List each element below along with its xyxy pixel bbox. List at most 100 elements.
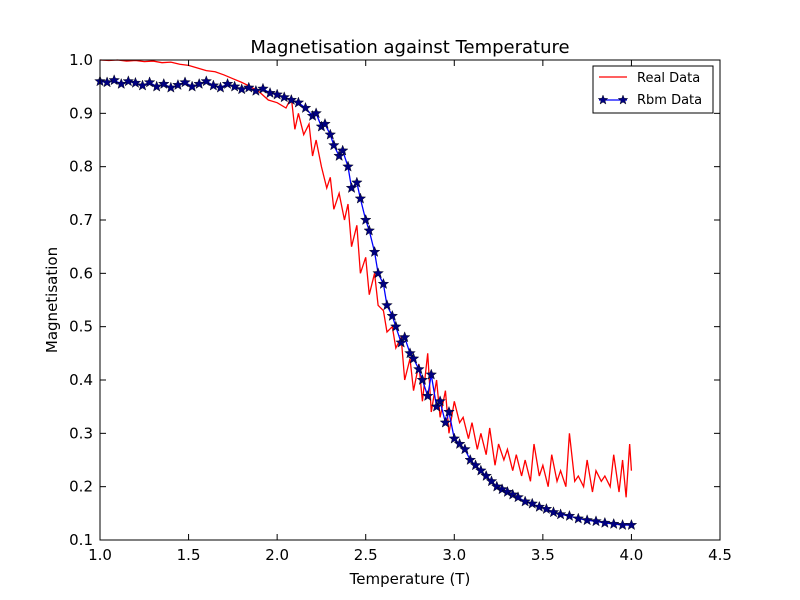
rbm-data-point bbox=[271, 88, 283, 100]
x-tick-label: 1.5 bbox=[177, 546, 201, 564]
legend-real-label: Real Data bbox=[637, 71, 700, 86]
rbm-data-point bbox=[459, 443, 471, 455]
rbm-data-point bbox=[526, 497, 539, 509]
rbm-data-point bbox=[310, 107, 322, 119]
rbm-data-point bbox=[278, 91, 291, 103]
rbm-data-point bbox=[228, 80, 241, 92]
x-tick-label: 3.0 bbox=[442, 546, 466, 564]
x-axis-label: Temperature (T) bbox=[349, 570, 471, 588]
rbm-data-point bbox=[108, 74, 120, 86]
plot-area bbox=[94, 59, 638, 530]
rbm-data-point bbox=[319, 117, 331, 129]
legend: Real Data Rbm Data bbox=[592, 65, 714, 114]
rbm-data-point bbox=[122, 75, 135, 87]
rbm-data-point bbox=[264, 86, 276, 98]
rbm-data-point bbox=[299, 101, 312, 113]
legend-star-marker bbox=[597, 94, 609, 105]
x-tick-label: 4.0 bbox=[619, 546, 643, 564]
rbm-data-point bbox=[607, 517, 620, 529]
rbm-data-point bbox=[434, 395, 446, 407]
rbm-data-point bbox=[425, 368, 438, 380]
rbm-data-point bbox=[506, 488, 519, 500]
rbm-data-point bbox=[386, 309, 399, 321]
legend-box bbox=[592, 65, 714, 114]
rbm-data-point bbox=[372, 267, 384, 279]
rbm-data-point bbox=[453, 437, 466, 449]
rbm-data-point bbox=[590, 515, 602, 527]
rbm-data-point bbox=[285, 93, 298, 105]
rbm-data-point bbox=[221, 77, 234, 89]
rbm-data-point bbox=[480, 469, 492, 481]
rbm-data-point bbox=[345, 181, 358, 193]
rbm-data-point bbox=[333, 149, 345, 161]
rbm-data-point bbox=[143, 76, 156, 88]
rbm-data-point bbox=[243, 81, 255, 93]
rbm-data-point bbox=[475, 464, 487, 476]
rbm-data-point bbox=[443, 405, 455, 417]
series-line-real-data bbox=[99, 59, 633, 498]
y-tick-label: 0.9 bbox=[69, 104, 93, 122]
rbm-data-point bbox=[501, 485, 514, 497]
rbm-data-point bbox=[398, 331, 411, 343]
rbm-data-point bbox=[416, 373, 429, 385]
rbm-data-point bbox=[207, 79, 220, 91]
rbm-data-point bbox=[336, 144, 349, 156]
rbm-data-point bbox=[328, 139, 340, 151]
y-tick-label: 0.8 bbox=[69, 158, 93, 176]
rbm-data-point bbox=[491, 480, 503, 492]
legend-star-marker bbox=[617, 94, 629, 105]
rbm-data-point bbox=[172, 78, 184, 90]
rbm-data-point bbox=[469, 459, 482, 471]
rbm-data-point bbox=[377, 277, 390, 289]
rbm-data-point bbox=[572, 512, 585, 524]
rbm-data-point bbox=[115, 77, 128, 89]
rbm-data-point bbox=[101, 76, 113, 88]
rbm-data-point bbox=[136, 79, 149, 91]
rbm-data-point bbox=[407, 352, 420, 364]
rbm-data-point bbox=[129, 76, 142, 88]
rbm-data-point bbox=[193, 77, 205, 89]
y-tick-label: 0.4 bbox=[69, 371, 93, 389]
y-tick-label: 0.5 bbox=[69, 318, 93, 336]
rbm-data-point bbox=[485, 475, 498, 487]
rbm-data-point bbox=[581, 514, 593, 526]
rbm-data-point bbox=[448, 432, 461, 444]
rbm-data-point bbox=[547, 506, 560, 518]
rbm-data-point bbox=[214, 81, 227, 93]
plot-frame bbox=[99, 59, 721, 541]
y-axis: 0.1 0.2 0.3 0.4 0.5 0.6 0.7 0.8 0.9 1.0 bbox=[69, 51, 720, 549]
rbm-data-point bbox=[165, 81, 177, 93]
y-tick-label: 0.7 bbox=[69, 211, 93, 229]
rbm-data-point bbox=[157, 77, 170, 89]
legend-rbm-label: Rbm Data bbox=[637, 93, 702, 108]
rbm-data-point bbox=[381, 299, 393, 311]
rbm-data-point bbox=[421, 389, 434, 401]
rbm-data-point bbox=[533, 500, 546, 512]
rbm-data-point bbox=[439, 416, 452, 428]
rbm-data-point bbox=[179, 76, 191, 88]
rbm-data-point bbox=[464, 453, 477, 465]
rbm-data-point bbox=[430, 400, 443, 412]
y-axis-label: Magnetisation bbox=[43, 247, 61, 353]
x-tick-label: 4.5 bbox=[708, 546, 732, 564]
rbm-data-point bbox=[250, 84, 262, 96]
rbm-data-point bbox=[625, 518, 638, 530]
y-tick-label: 1.0 bbox=[69, 51, 93, 69]
rbm-data-point bbox=[150, 80, 163, 92]
rbm-data-point bbox=[200, 75, 213, 87]
rbm-data-point bbox=[512, 491, 524, 503]
rbm-data-point bbox=[519, 495, 531, 507]
rbm-data-point bbox=[324, 128, 337, 140]
rbm-data-point bbox=[599, 516, 611, 528]
y-tick-label: 0.1 bbox=[69, 531, 93, 549]
rbm-data-point bbox=[404, 347, 416, 359]
rbm-data-point bbox=[413, 363, 425, 375]
x-tick-label: 2.5 bbox=[354, 546, 378, 564]
y-tick-label: 0.3 bbox=[69, 424, 93, 442]
rbm-data-point bbox=[563, 509, 576, 521]
rbm-data-point bbox=[342, 160, 354, 172]
rbm-data-point bbox=[496, 483, 508, 495]
rbm-data-point bbox=[292, 96, 305, 108]
rbm-data-point bbox=[390, 320, 402, 332]
